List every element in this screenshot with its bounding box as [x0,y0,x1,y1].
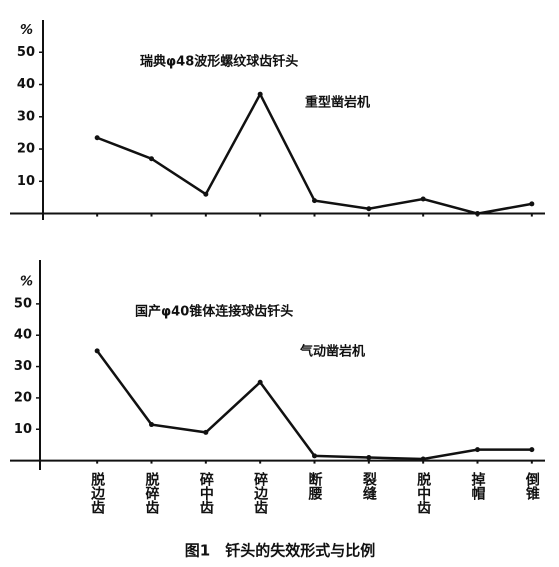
x-tick-label: 裂缝 [361,471,378,501]
y-axis-label: % [20,274,33,289]
x-tick-label: 脱碎齿 [144,471,160,514]
series-line [96,91,533,215]
y-tick-label: 30 [14,359,32,374]
x-tick-label: 碎中齿 [198,471,214,514]
caption: 图1 钎头的失效形式与比例 [185,542,375,560]
point [203,191,209,197]
point [257,379,263,385]
point [475,211,480,217]
point [529,201,535,207]
x-tick-label: 脱中齿 [415,471,431,514]
point [94,135,100,141]
y-tick-label: 30 [17,109,35,124]
x-tick-label: 碎边齿 [252,471,269,514]
y-axis-label: % [20,23,33,38]
point [149,422,154,428]
chart-title: 国产φ40锥体连接球齿钎头 [135,304,293,320]
point [312,198,317,204]
annotation: 气动凿岩机 [300,344,365,360]
point [203,429,209,435]
point [149,156,154,162]
y-tick-label: 40 [14,328,32,343]
point [94,348,100,354]
y-tick-label: 10 [14,422,32,437]
y-tick-label: 20 [14,390,32,405]
series-line [96,350,532,461]
x-tick-label: 掉帽 [470,471,486,501]
y-tick-label: 20 [17,142,35,157]
x-tick-label: 脱边齿 [89,471,106,514]
point [257,91,263,97]
point [312,453,317,459]
point [420,456,426,462]
y-tick-label: 50 [17,45,35,60]
y-tick-label: 50 [14,296,32,311]
point [475,447,480,453]
annotation: 重型凿岩机 [305,95,370,111]
y-tick-label: 40 [17,77,35,92]
point [529,447,535,453]
point [366,206,372,212]
point [366,454,372,460]
chart-title: 瑞典φ48波形螺纹球齿钎头 [140,54,298,70]
y-tick-label: 10 [17,174,35,189]
x-tick-label: 倒锥 [524,471,541,501]
x-tick-label: 断腰 [307,471,324,501]
point [420,196,426,202]
